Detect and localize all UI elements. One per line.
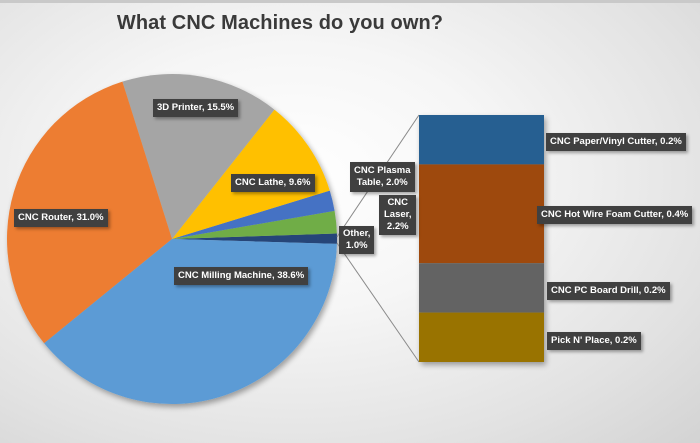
bar-segment-cnc-hot-wire-foam-cutter <box>419 164 544 264</box>
label-other-line1: Other, <box>343 228 371 239</box>
label-cnc-hot-wire-foam-cutter: CNC Hot Wire Foam Cutter, 0.4% <box>537 206 693 224</box>
label-cnc-pc-board-drill: CNC PC Board Drill, 0.2% <box>547 282 670 300</box>
top-rule <box>0 0 700 3</box>
label-cnc-plasma-line2: Table, 2.0% <box>356 177 408 188</box>
pie-slice-other <box>172 233 338 244</box>
bar-segment-pick-n-place <box>419 312 544 362</box>
label-pick-n-place: Pick N' Place, 0.2% <box>547 332 641 350</box>
connector-line-bottom <box>336 242 420 363</box>
pie-chart <box>7 74 338 405</box>
chart-title: What CNC Machines do you own? <box>116 12 444 34</box>
bar-segment-cnc-paper-vinyl-cutter <box>419 115 544 165</box>
label-other-line2: 1.0% <box>345 240 368 251</box>
breakout-stacked-bar <box>419 115 544 362</box>
label-cnc-lathe: CNC Lathe, 9.6% <box>231 174 315 192</box>
bar-segment-cnc-pc-board-drill <box>419 263 544 313</box>
label-other: Other, 1.0% <box>339 226 375 254</box>
label-cnc-laser-line1: CNC <box>387 197 409 208</box>
label-cnc-plasma-line1: CNC Plasma <box>354 165 411 176</box>
pie-slice-cnc-plasma-table <box>172 190 335 239</box>
label-cnc-laser: CNC Laser, 2.2% <box>379 195 417 235</box>
label-3d-printer: 3D Printer, 15.5% <box>153 99 239 117</box>
label-cnc-plasma-table: CNC Plasma Table, 2.0% <box>350 162 415 192</box>
pie-slice-cnc-laser <box>172 210 337 239</box>
label-cnc-milling-machine: CNC Milling Machine, 38.6% <box>174 267 309 285</box>
label-cnc-laser-line2: Laser, <box>384 209 412 220</box>
label-cnc-router: CNC Router, 31.0% <box>14 209 108 227</box>
label-cnc-paper-vinyl-cutter: CNC Paper/Vinyl Cutter, 0.2% <box>546 133 686 151</box>
label-cnc-laser-line3: 2.2% <box>386 221 409 232</box>
